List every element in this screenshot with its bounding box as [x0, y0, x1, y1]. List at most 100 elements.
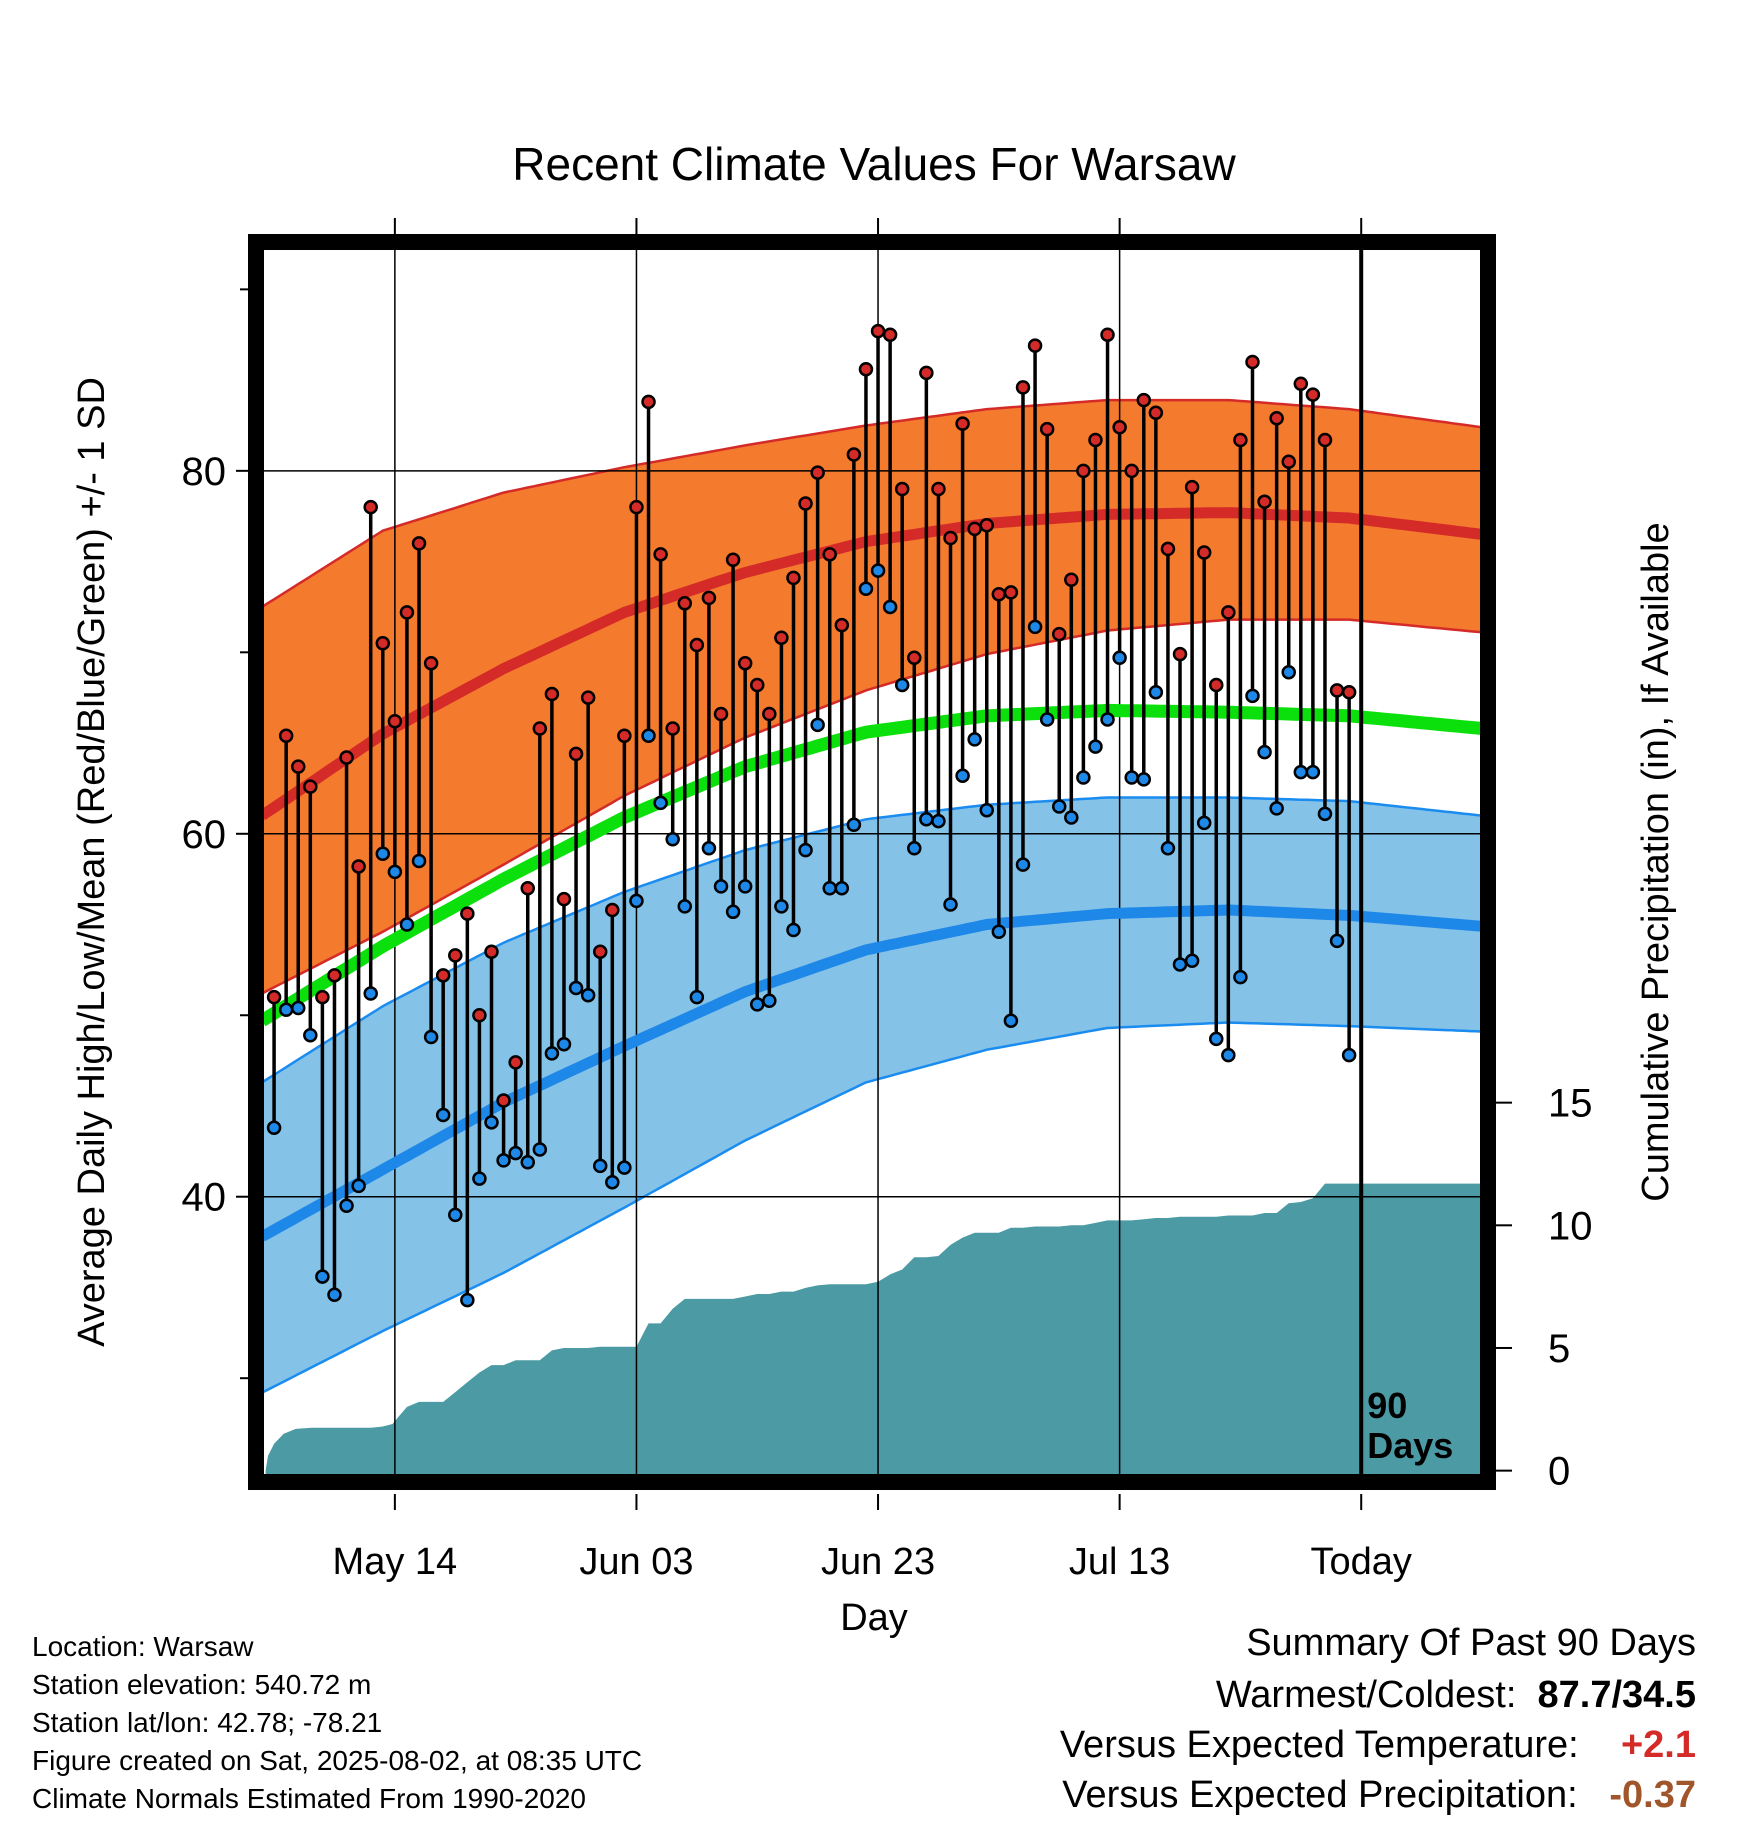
daily-low-point [508, 1145, 523, 1161]
daily-low-point [1172, 957, 1188, 972]
daily-high-point [774, 630, 789, 646]
daily-low-point [1088, 739, 1103, 754]
high-sd-band [262, 400, 1482, 994]
daily-high-point [641, 394, 656, 410]
daily-high-point [713, 706, 729, 722]
daily-high-point [1293, 376, 1309, 391]
daily-high-point [725, 552, 741, 568]
daily-high-point [1184, 479, 1200, 495]
daily-high-point [786, 570, 801, 586]
high-sd-upper-edge [262, 398, 1482, 608]
daily-low-point [1112, 650, 1127, 666]
summary-warmest-row: Warmest/Coldest: 87.7/34.5 [1216, 1674, 1696, 1717]
daily-low-point [351, 1178, 366, 1194]
daily-high-point [943, 530, 958, 546]
daily-low-point [786, 922, 801, 938]
daily-low-point [1209, 1031, 1224, 1047]
daily-low-point [689, 989, 705, 1005]
x-tick-label-3: Jul 13 [1069, 1541, 1170, 1583]
daily-high-point [894, 481, 910, 497]
daily-high-point [592, 944, 608, 959]
daily-high-point [496, 1093, 511, 1108]
y-left-tick-label-0: 40 [182, 1176, 227, 1220]
x-axis-label: Day [840, 1597, 908, 1639]
daily-low-point [1124, 770, 1139, 785]
daily-low-point [846, 817, 862, 832]
summary-temp-label: Versus Expected Temperature: [1059, 1724, 1579, 1766]
daily-low-point [472, 1171, 487, 1186]
daily-high-point [387, 714, 403, 729]
daily-low-point [798, 842, 813, 858]
daily-high-point [822, 547, 837, 562]
daily-low-point [749, 997, 765, 1012]
daily-high-point [1148, 405, 1164, 421]
daily-low-point [725, 904, 741, 920]
daily-low-point [629, 893, 644, 909]
daily-high-point [617, 728, 632, 744]
daily-high-point [1317, 432, 1333, 448]
daily-low-point [532, 1142, 548, 1157]
plot-frame [248, 234, 1496, 1490]
daily-low-point [399, 917, 415, 932]
info-created: Figure created on Sat, 2025-08-02, at 08… [32, 1745, 643, 1776]
daily-high-point [327, 968, 342, 983]
daily-low-point [605, 1174, 620, 1190]
daily-high-point [1160, 541, 1176, 557]
daily-low-point [653, 795, 668, 811]
daily-high-point [472, 1008, 487, 1023]
daily-low-point [762, 993, 777, 1008]
today-marker-label: 90 Days [1367, 1385, 1453, 1466]
daily-high-point [979, 518, 995, 533]
daily-low-point [858, 581, 874, 597]
summary-precip-label: Versus Expected Precipitation: [1062, 1774, 1578, 1816]
daily-low-point [1317, 806, 1333, 822]
daily-high-point [1088, 432, 1103, 448]
daily-high-point [315, 989, 330, 1005]
daily-low-point [882, 599, 898, 615]
daily-low-point [1329, 933, 1345, 949]
today-marker-label-line: 90 [1367, 1385, 1407, 1426]
daily-low-point [278, 1002, 294, 1018]
daily-low-point [1269, 801, 1284, 816]
daily-high-point [955, 416, 970, 431]
daily-high-point [1305, 387, 1321, 402]
daily-high-point [1257, 494, 1272, 509]
y-right-tick-label-3: 15 [1548, 1082, 1593, 1126]
daily-low-point [592, 1158, 608, 1174]
daily-high-point [846, 447, 862, 462]
daily-high-point [460, 906, 475, 921]
daily-high-point [1015, 380, 1031, 395]
daily-low-point [1293, 764, 1309, 780]
daily-high-point [882, 327, 898, 342]
daily-low-point [315, 1269, 330, 1284]
daily-low-point [1281, 665, 1296, 680]
daily-high-point [605, 902, 620, 918]
daily-low-point [387, 864, 403, 880]
daily-low-point [460, 1292, 475, 1308]
daily-high-point [411, 536, 427, 551]
daily-high-point [1124, 463, 1139, 479]
y-right-tick-label-0: 0 [1548, 1450, 1570, 1494]
daily-high-point [665, 721, 680, 736]
daily-high-point [967, 521, 982, 537]
daily-high-point [762, 706, 777, 722]
daily-high-point [653, 547, 668, 562]
daily-low-point [1221, 1047, 1236, 1063]
daily-high-point [568, 746, 584, 762]
daily-high-point [556, 891, 572, 907]
daily-high-point [278, 728, 294, 744]
daily-low-point [1305, 764, 1321, 780]
daily-high-point [701, 590, 717, 606]
low-sd-upper-edge [262, 796, 1482, 1084]
daily-high-point [1027, 338, 1043, 353]
daily-low-point [1076, 770, 1091, 785]
daily-low-point [556, 1037, 572, 1052]
daily-high-point [870, 323, 886, 339]
daily-high-point [303, 779, 318, 794]
daily-low-point [1015, 857, 1031, 872]
y-right-tick-label-2: 10 [1548, 1204, 1593, 1248]
daily-low-point [496, 1153, 511, 1168]
daily-high-point [810, 465, 825, 480]
daily-high-point [907, 650, 922, 666]
daily-low-point [737, 879, 753, 894]
